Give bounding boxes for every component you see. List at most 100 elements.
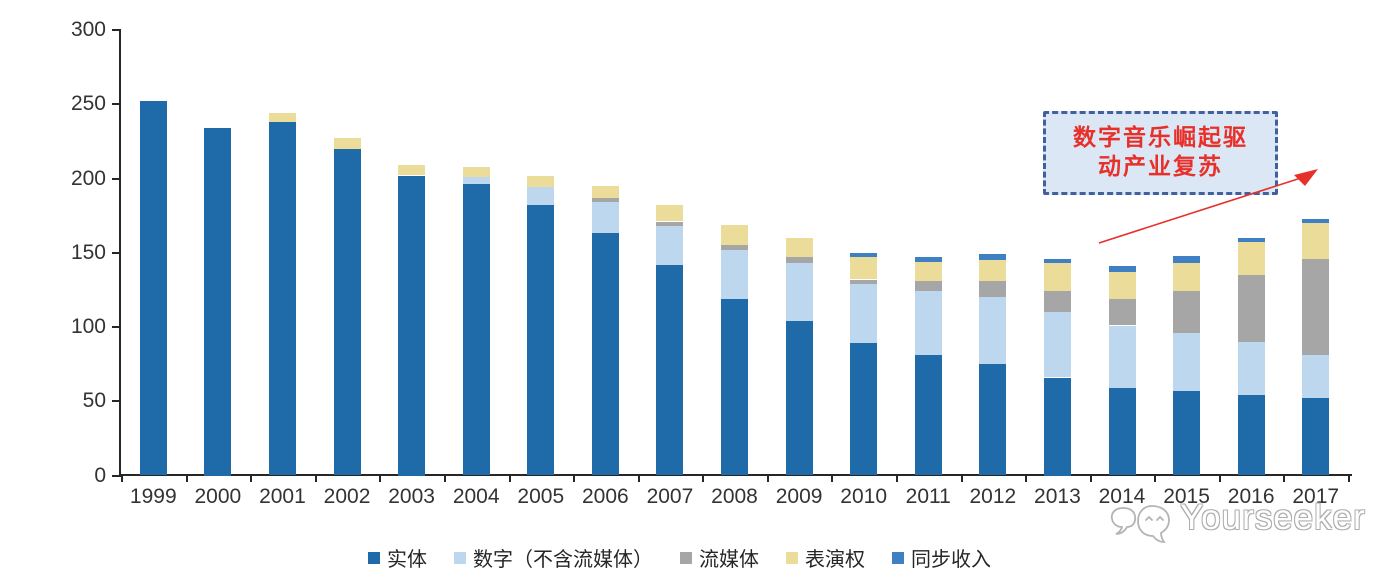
bar-segment-2003 [398,165,426,176]
legend-item: 同步收入 [892,543,991,572]
bar-segment-2012 [979,297,1007,365]
bar-segment-2012 [979,260,1007,281]
y-tick-label: 150 [70,240,106,264]
bar-segment-2017 [1302,355,1330,399]
annotation-text-line2: 动产业复苏 [1098,154,1223,179]
x-tick-mark [314,476,317,482]
y-tick-label: 250 [70,92,106,116]
legend-item: 表演权 [786,543,865,572]
bar-segment-2011 [914,355,942,476]
y-tick-mark [112,177,120,180]
x-tick-mark [508,476,511,482]
bar-segment-2009 [785,263,813,321]
y-tick-mark [112,326,120,328]
bar-segment-2015 [1173,291,1201,333]
bar-segment-2001 [268,122,296,476]
x-tick-label: 2009 [775,485,823,508]
bar-segment-2016 [1237,395,1265,476]
bar-segment-2010 [850,257,878,280]
x-tick-label: 2003 [388,485,435,508]
bar-segment-2013 [1043,263,1071,292]
bar-segment-2013 [1043,291,1071,313]
x-tick-label: 2004 [452,485,500,508]
bar-segment-2008 [721,298,748,476]
legend-label: 同步收入 [911,549,991,571]
bar-segment-2007 [656,264,684,476]
bar-segment-2002 [333,138,361,149]
bar-segment-2009 [785,237,813,258]
x-tick-mark [573,476,576,482]
x-tick-label: 2001 [259,485,306,508]
legend-item: 流媒体 [680,543,759,572]
bar-segment-2017 [1302,218,1330,224]
bar-segment-2012 [979,364,1007,476]
bar-segment-2014 [1108,266,1136,272]
y-tick-mark [112,400,120,403]
x-tick-label: 2006 [581,485,629,508]
bar-segment-2015 [1173,263,1201,292]
bar-segment-2000 [204,128,232,476]
bar-segment-2014 [1108,387,1136,476]
bar-segment-2006 [591,185,619,198]
bar-segment-2011 [914,291,942,356]
bar-segment-2004 [462,166,490,177]
x-tick-mark [1154,476,1157,482]
chat-bubbles-logo-icon [1110,505,1170,543]
bar-segment-2013 [1043,258,1071,264]
bar-segment-2010 [850,279,878,284]
x-tick-label: 2008 [711,485,758,508]
legend-item: 数字（不含流媒体） [454,543,653,572]
bar-segment-2008 [721,249,748,299]
bar-segment-2015 [1173,332,1201,391]
bar-segment-2016 [1237,242,1265,276]
bar-segment-2010 [850,343,878,476]
y-tick-label: 300 [70,18,106,41]
bar-segment-2016 [1237,275,1265,342]
x-tick-mark [1348,476,1350,482]
bar-segment-2008 [721,224,748,246]
bar-segment-2017 [1302,258,1330,356]
y-axis-line [119,29,121,477]
x-tick-label: 2007 [646,485,694,508]
bar-segment-2017 [1302,398,1330,476]
legend-swatch-icon [368,551,380,564]
chart-legend: 实体 数字（不含流媒体） 流媒体 表演权 同步收入 [368,543,991,572]
watermark-text: Yourseeker [1180,498,1366,537]
legend-label: 表演权 [805,549,865,571]
bar-segment-2017 [1302,223,1330,259]
bar-segment-2006 [591,202,619,234]
y-tick-label: 50 [82,389,106,413]
bar-segment-2014 [1108,272,1136,299]
x-tick-mark [379,476,382,482]
annotation-arrow-icon [1098,169,1318,244]
y-tick-mark [112,29,120,31]
bar-segment-2015 [1173,390,1201,476]
x-tick-mark [637,476,640,482]
x-tick-mark [1218,476,1221,482]
bar-segment-2014 [1108,325,1136,388]
x-tick-mark [185,476,188,482]
y-tick-label: 100 [70,315,106,338]
bar-segment-2013 [1043,312,1071,378]
x-tick-label: 2015 [1163,485,1210,508]
bar-segment-2012 [979,281,1007,298]
bar-segment-2009 [785,321,813,476]
x-tick-mark [702,476,705,482]
bar-segment-2008 [721,245,748,250]
legend-swatch-icon [786,551,798,564]
annotation-callout: 数字音乐崛起驱 动产业复苏 [1043,111,1278,195]
x-tick-label: 1999 [129,485,177,508]
bar-segment-2009 [785,257,813,264]
bar-segment-2001 [268,113,296,123]
x-tick-mark [766,476,769,482]
bar-segment-2013 [1043,377,1071,476]
legend-swatch-icon [680,551,692,564]
x-tick-mark [443,476,446,482]
bar-segment-2010 [850,283,878,344]
x-tick-mark [1089,476,1092,482]
bar-segment-2014 [1108,298,1136,326]
y-tick-mark [112,103,120,106]
legend-item: 实体 [368,543,427,572]
bar-segment-2005 [527,205,555,476]
